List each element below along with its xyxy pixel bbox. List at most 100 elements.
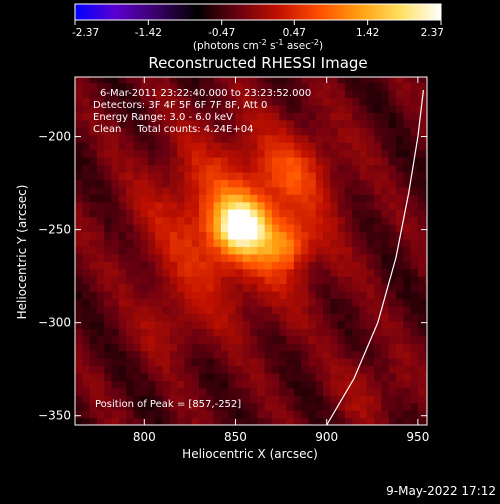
heatmap-cell bbox=[133, 380, 142, 389]
heatmap-cell bbox=[315, 283, 324, 292]
heatmap-cell bbox=[147, 231, 156, 240]
heatmap-cell bbox=[359, 372, 368, 381]
heatmap-cell bbox=[133, 335, 142, 344]
heatmap-cell bbox=[417, 395, 426, 404]
heatmap-cell bbox=[293, 335, 302, 344]
heatmap-cell bbox=[220, 402, 229, 411]
heatmap-cell bbox=[104, 246, 113, 255]
heatmap-cell bbox=[388, 417, 397, 425]
heatmap-cell bbox=[126, 253, 134, 262]
heatmap-cell bbox=[75, 343, 83, 352]
heatmap-cell bbox=[271, 171, 280, 180]
heatmap-cell bbox=[228, 104, 237, 113]
info-line-detectors: Detectors: 3F 4F 5F 6F 7F 8F, Att 0 bbox=[93, 100, 267, 111]
heatmap-cell bbox=[89, 224, 98, 233]
y-axis-label: Heliocentric Y (arcsec) bbox=[15, 185, 29, 320]
heatmap-cell bbox=[169, 231, 178, 240]
heatmap-cell bbox=[352, 395, 361, 404]
heatmap-cell bbox=[286, 335, 295, 344]
heatmap-cell bbox=[206, 335, 215, 344]
heatmap-cell bbox=[388, 410, 397, 419]
heatmap-cell bbox=[235, 186, 244, 195]
heatmap-cell bbox=[264, 164, 273, 173]
heatmap-cell bbox=[352, 335, 361, 344]
heatmap-cell bbox=[177, 402, 186, 411]
heatmap-cell bbox=[169, 410, 178, 419]
heatmap-cell bbox=[82, 179, 91, 188]
heatmap-cell bbox=[82, 365, 91, 374]
heatmap-cell bbox=[89, 164, 98, 173]
heatmap-cell bbox=[133, 231, 142, 240]
heatmap-cell bbox=[169, 253, 178, 262]
heatmap-cell bbox=[286, 216, 295, 225]
heatmap-cell bbox=[235, 365, 244, 374]
heatmap-cell bbox=[366, 238, 375, 247]
heatmap-cell bbox=[118, 291, 127, 300]
heatmap-cell bbox=[89, 313, 98, 322]
heatmap-cell bbox=[199, 305, 207, 314]
heatmap-cell bbox=[352, 283, 361, 292]
heatmap-cell bbox=[184, 119, 193, 128]
heatmap-cell bbox=[104, 365, 113, 374]
heatmap-cell bbox=[330, 157, 339, 166]
heatmap-cell bbox=[228, 194, 237, 203]
heatmap-cell bbox=[381, 201, 390, 210]
heatmap-cell bbox=[140, 402, 149, 411]
heatmap-cell bbox=[126, 157, 134, 166]
heatmap-cell bbox=[264, 157, 273, 166]
heatmap-cell bbox=[235, 395, 244, 404]
heatmap-cell bbox=[89, 90, 98, 99]
heatmap-cell bbox=[425, 417, 427, 425]
heatmap-cell bbox=[206, 246, 215, 255]
heatmap-cell bbox=[279, 320, 288, 329]
heatmap-cell bbox=[366, 216, 375, 225]
heatmap-cell bbox=[395, 410, 404, 419]
heatmap-cell bbox=[417, 372, 426, 381]
heatmap-cell bbox=[410, 350, 419, 359]
heatmap-cell bbox=[220, 268, 229, 277]
heatmap-cell bbox=[169, 209, 178, 218]
heatmap-cell bbox=[330, 343, 339, 352]
heatmap-cell bbox=[235, 320, 244, 329]
heatmap-cell bbox=[359, 119, 368, 128]
heatmap-cell bbox=[206, 157, 215, 166]
heatmap-cell bbox=[359, 343, 368, 352]
heatmap-cell bbox=[293, 201, 302, 210]
heatmap-cell bbox=[381, 350, 390, 359]
heatmap-cell bbox=[323, 134, 331, 143]
heatmap-cell bbox=[279, 313, 288, 322]
heatmap-cell bbox=[264, 134, 273, 143]
heatmap-cell bbox=[206, 77, 215, 84]
heatmap-cell bbox=[75, 298, 83, 307]
heatmap-cell bbox=[410, 402, 419, 411]
heatmap-cell bbox=[220, 90, 229, 99]
heatmap-cell bbox=[118, 77, 127, 84]
heatmap-cell bbox=[242, 402, 251, 411]
heatmap-cell bbox=[220, 238, 229, 247]
heatmap-cell bbox=[301, 343, 310, 352]
heatmap-cell bbox=[352, 157, 361, 166]
heatmap-cell bbox=[410, 194, 419, 203]
heatmap-cell bbox=[293, 417, 302, 425]
heatmap-cell bbox=[213, 261, 222, 270]
heatmap-cell bbox=[235, 231, 244, 240]
heatmap-cell bbox=[271, 127, 280, 136]
heatmap-cell bbox=[366, 261, 375, 270]
heatmap-cell bbox=[147, 328, 156, 337]
heatmap-cell bbox=[264, 77, 273, 84]
heatmap-cell bbox=[184, 171, 193, 180]
heatmap-cell bbox=[75, 291, 83, 300]
heatmap-cell bbox=[75, 276, 83, 285]
heatmap-cell bbox=[417, 276, 426, 285]
heatmap-cell bbox=[279, 201, 288, 210]
heatmap-cell bbox=[242, 380, 251, 389]
heatmap-cell bbox=[301, 313, 310, 322]
heatmap-cell bbox=[169, 149, 178, 158]
heatmap-cell bbox=[213, 283, 222, 292]
heatmap-cell bbox=[323, 402, 331, 411]
heatmap-cell bbox=[308, 358, 317, 367]
heatmap-cell bbox=[242, 365, 251, 374]
heatmap-cell bbox=[82, 246, 91, 255]
heatmap-cell bbox=[344, 402, 353, 411]
heatmap-cell bbox=[111, 97, 120, 106]
